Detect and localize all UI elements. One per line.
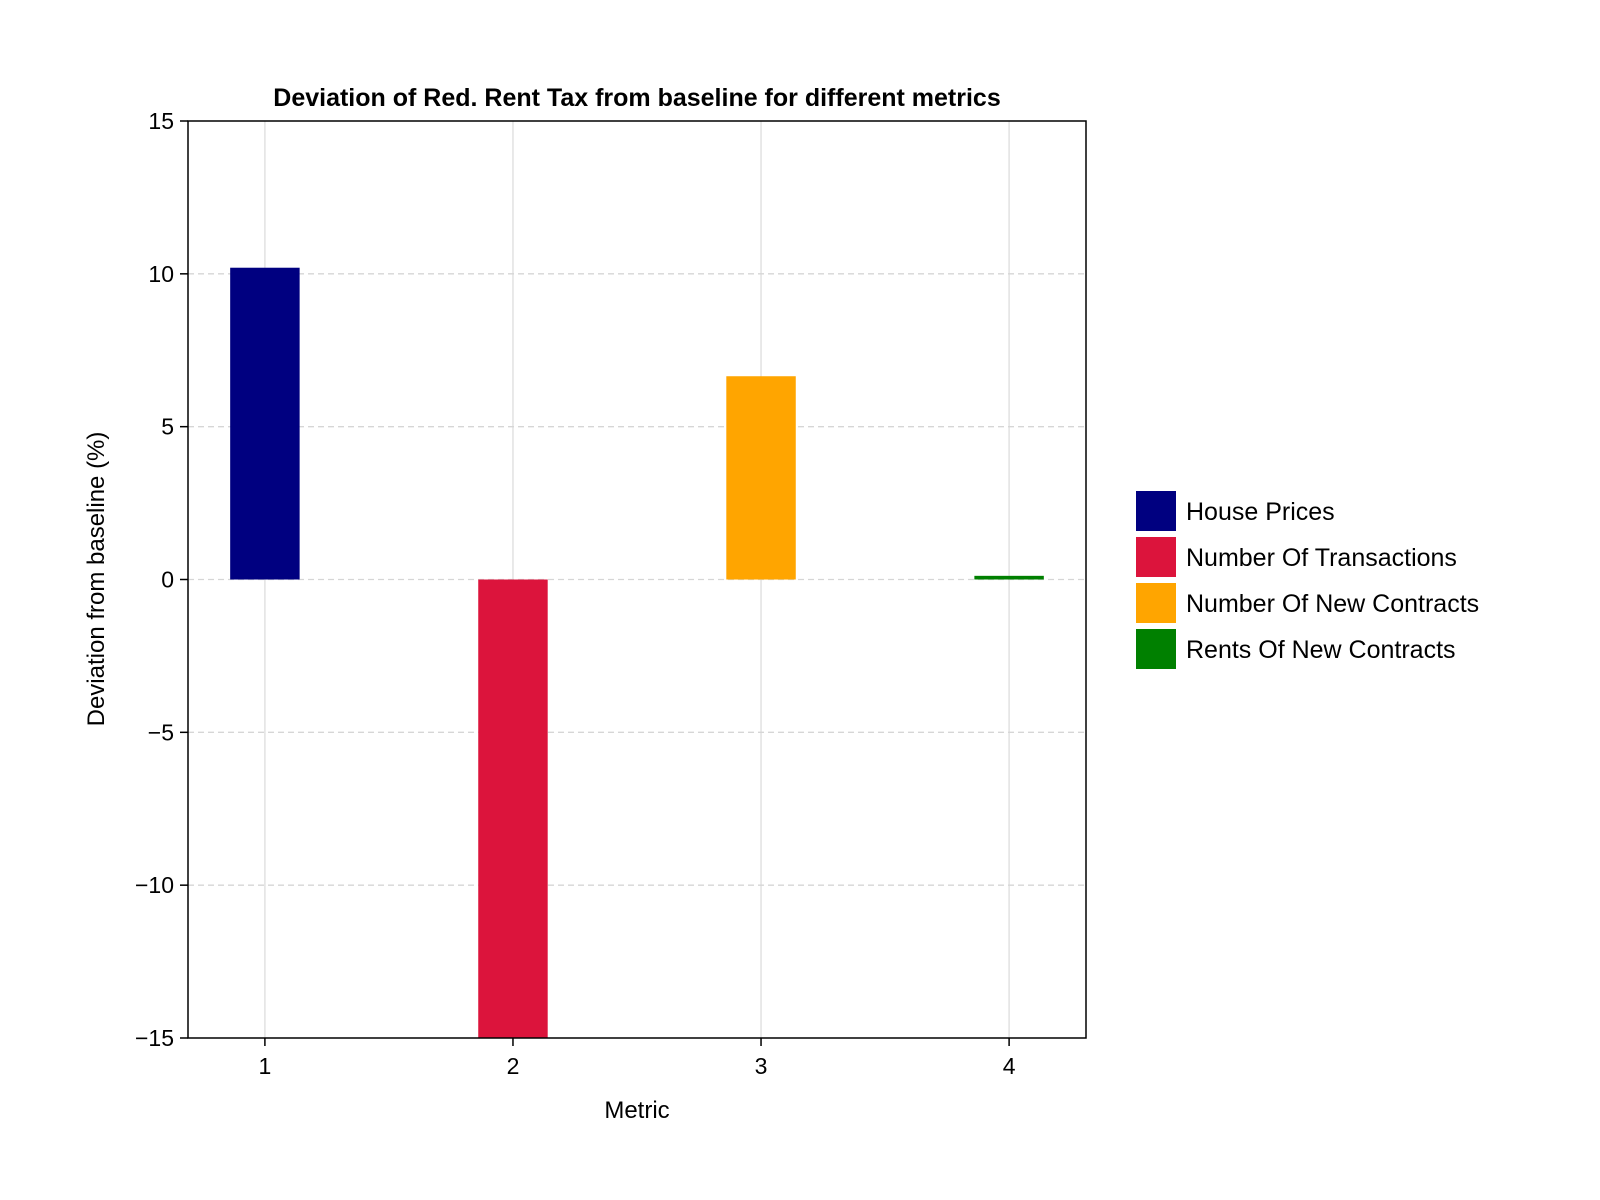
axis-ticks: −15 −10 −5 0 5 10 15 1 2 3 4 — [135, 108, 1016, 1079]
legend-label: Number Of New Contracts — [1186, 590, 1479, 618]
legend-swatch — [1136, 583, 1176, 623]
y-tick-label: −10 — [135, 872, 174, 898]
y-tick-label: 15 — [148, 108, 174, 134]
x-tick-label: 4 — [1003, 1053, 1016, 1079]
x-tick-label: 1 — [259, 1053, 272, 1079]
bar-rents-of-new-contracts — [974, 575, 1044, 580]
legend-swatch — [1136, 629, 1176, 669]
y-axis-label: Deviation from baseline (%) — [83, 432, 110, 727]
x-axis-label: Metric — [604, 1097, 669, 1124]
bars — [230, 267, 1044, 1038]
bar-number-of-transactions — [478, 579, 548, 1038]
x-tick-label: 3 — [755, 1053, 768, 1079]
y-tick-label: −5 — [148, 719, 174, 745]
y-tick-label: −15 — [135, 1025, 174, 1051]
y-tick-label: 10 — [148, 261, 174, 287]
chart-title: Deviation of Red. Rent Tax from baseline… — [273, 84, 1000, 112]
y-tick-label: 5 — [161, 414, 174, 440]
legend-swatch — [1136, 537, 1176, 577]
legend-label: Number Of Transactions — [1186, 544, 1457, 572]
x-tick-label: 2 — [507, 1053, 520, 1079]
legend: House Prices Number Of Transactions Number… — [1136, 491, 1479, 669]
legend-label: Rents Of New Contracts — [1186, 636, 1456, 664]
y-tick-label: 0 — [161, 567, 174, 593]
bar-house-prices — [230, 267, 300, 580]
bar-number-of-new-contracts — [726, 376, 796, 580]
legend-label: House Prices — [1186, 498, 1335, 526]
legend-swatch — [1136, 491, 1176, 531]
